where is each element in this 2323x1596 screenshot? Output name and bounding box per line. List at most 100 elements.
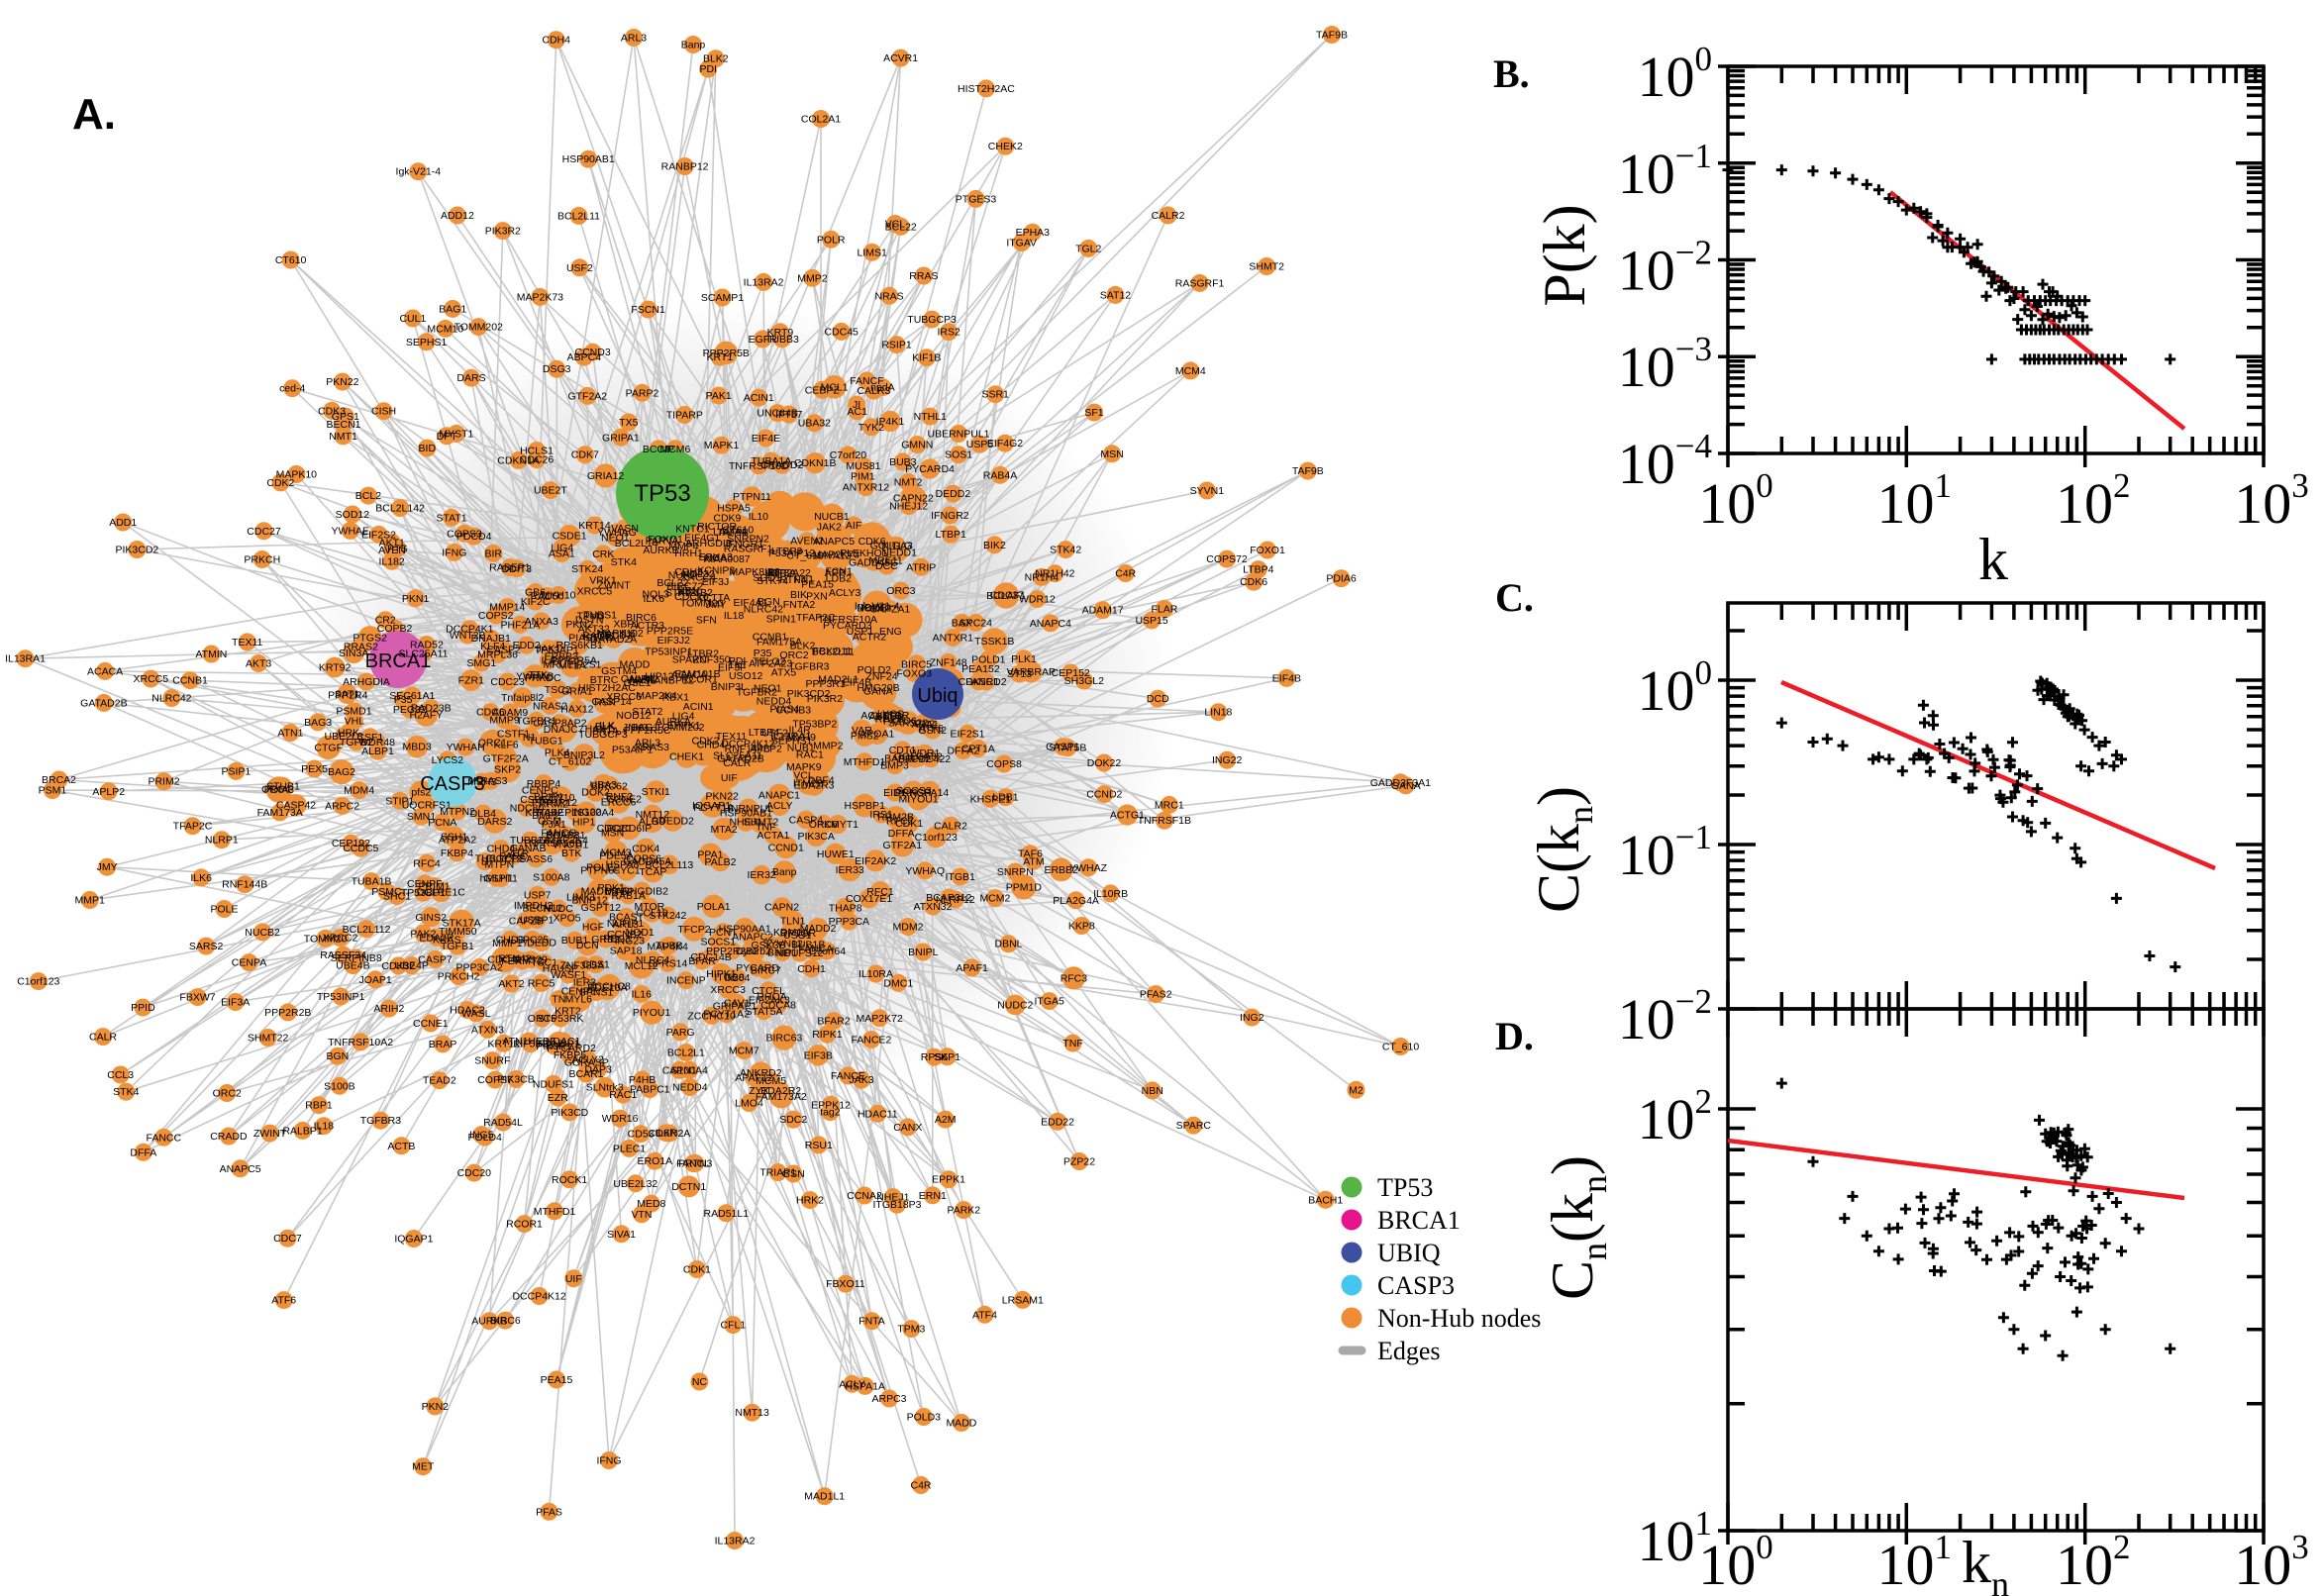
svg-text:CDK1: CDK1 (895, 818, 923, 830)
svg-text:PIK3R2: PIK3R2 (485, 226, 521, 238)
svg-text:Igk-V21-4: Igk-V21-4 (396, 166, 442, 178)
svg-text:LTBP4: LTBP4 (1243, 564, 1273, 576)
svg-text:PEX5: PEX5 (301, 763, 328, 775)
svg-text:POLA1: POLA1 (697, 901, 731, 913)
svg-text:HSPBP1: HSPBP1 (844, 800, 885, 812)
svg-text:RBP1: RBP1 (305, 1100, 333, 1112)
svg-text:FANCC: FANCC (147, 1132, 182, 1144)
svg-text:ZWINT: ZWINT (597, 580, 631, 592)
svg-text:BLK2: BLK2 (703, 53, 729, 65)
svg-text:CAPN2: CAPN2 (764, 902, 799, 914)
svg-text:SFRS14: SFRS14 (649, 957, 688, 969)
svg-text:MAPK1: MAPK1 (704, 440, 740, 451)
svg-text:SPC25: SPC25 (516, 934, 549, 946)
svg-text:ACTG1: ACTG1 (1110, 810, 1145, 822)
svg-text:NMT12: NMT12 (636, 809, 670, 821)
svg-text:ZNF385A: ZNF385A (559, 960, 604, 972)
svg-text:TP53: TP53 (1377, 1173, 1433, 1202)
svg-text:C.: C. (1495, 575, 1534, 620)
svg-text:TGFBR3: TGFBR3 (360, 1115, 402, 1127)
svg-text:APAF1: APAF1 (956, 962, 988, 974)
svg-text:TNFRSF10A2: TNFRSF10A2 (328, 1037, 393, 1048)
svg-text:CCDC5: CCDC5 (343, 843, 378, 854)
svg-text:PDE5A: PDE5A (599, 850, 633, 862)
svg-text:APLP2: APLP2 (92, 786, 125, 798)
svg-text:KLF6: KLF6 (494, 740, 519, 751)
svg-text:RAD54L: RAD54L (483, 1117, 523, 1129)
svg-text:XRCC2: XRCC2 (323, 933, 358, 945)
svg-text:COX17E1: COX17E1 (846, 893, 892, 905)
svg-text:SLNtrk3: SLNtrk3 (586, 1082, 624, 1094)
svg-text:SSR1: SSR1 (981, 389, 1009, 401)
svg-text:ALBP1: ALBP1 (361, 746, 394, 757)
svg-text:MAPK10: MAPK10 (276, 469, 318, 481)
svg-text:TFCP2: TFCP2 (677, 924, 710, 936)
svg-text:RANBP12: RANBP12 (661, 161, 709, 173)
svg-text:TAF6: TAF6 (1018, 848, 1043, 860)
svg-text:npdA: npdA (870, 382, 895, 394)
svg-text:PEA15: PEA15 (541, 1374, 573, 1386)
svg-text:EIF3J: EIF3J (702, 576, 729, 588)
svg-text:POLE: POLE (210, 904, 238, 916)
svg-text:POLD3: POLD3 (907, 1412, 942, 1424)
svg-text:PSIP1: PSIP1 (222, 765, 252, 777)
svg-text:HSP90AB1: HSP90AB1 (562, 153, 615, 165)
svg-text:BIRC6: BIRC6 (626, 612, 656, 624)
svg-text:MSN: MSN (1100, 449, 1123, 460)
svg-text:CDC27: CDC27 (247, 526, 281, 538)
svg-text:XRCC3: XRCC3 (710, 984, 746, 996)
svg-text:ACVR1: ACVR1 (883, 52, 918, 64)
svg-text:CCNB1: CCNB1 (753, 631, 788, 643)
svg-text:CDC20: CDC20 (457, 1167, 492, 1179)
svg-text:PKN22: PKN22 (326, 376, 358, 388)
svg-text:MCM2: MCM2 (979, 893, 1010, 905)
svg-text:RAD52: RAD52 (410, 640, 444, 651)
svg-text:ERBB2: ERBB2 (1044, 864, 1078, 876)
svg-text:SEPHS1: SEPHS1 (406, 337, 448, 349)
svg-text:AURKB: AURKB (643, 545, 678, 556)
svg-text:LYCS2: LYCS2 (432, 754, 464, 766)
svg-text:NR1H42: NR1H42 (1035, 568, 1074, 580)
svg-text:MAD1L1: MAD1L1 (804, 1491, 845, 1503)
svg-text:PARP2: PARP2 (626, 387, 659, 399)
svg-text:BIRC63: BIRC63 (766, 1033, 803, 1045)
svg-text:STAT5B: STAT5B (1049, 743, 1086, 754)
svg-text:CDKN2A: CDKN2A (649, 1128, 691, 1140)
svg-text:CDC14B: CDC14B (690, 951, 731, 963)
svg-text:ACACA: ACACA (671, 669, 707, 681)
svg-text:FNTA: FNTA (858, 1316, 885, 1328)
svg-text:ACLY: ACLY (766, 800, 793, 812)
svg-text:NEDD4: NEDD4 (672, 1082, 708, 1094)
svg-text:BCL2L11: BCL2L11 (812, 647, 855, 658)
svg-text:DFFA: DFFA (130, 1147, 156, 1158)
svg-text:IL4: IL4 (541, 655, 556, 667)
svg-text:PAK2: PAK2 (410, 928, 436, 940)
svg-text:IL10: IL10 (749, 511, 769, 523)
svg-text:NMT2: NMT2 (894, 477, 923, 489)
svg-text:TSC2: TSC2 (545, 684, 571, 696)
svg-text:TAF9B: TAF9B (1316, 30, 1348, 42)
svg-text:BRCA1: BRCA1 (1377, 1206, 1461, 1235)
svg-text:VCL: VCL (793, 770, 814, 782)
svg-text:C7orf20: C7orf20 (830, 449, 867, 461)
svg-text:STK17A: STK17A (443, 917, 481, 929)
svg-text:ITGB1: ITGB1 (946, 871, 976, 883)
svg-text:PDK1: PDK1 (597, 882, 625, 894)
svg-text:Banp: Banp (772, 866, 797, 878)
svg-text:MDM2: MDM2 (893, 922, 924, 934)
svg-text:ST13: ST13 (1007, 668, 1032, 680)
svg-text:NUCB2: NUCB2 (245, 927, 280, 939)
svg-text:SOS1: SOS1 (945, 449, 972, 461)
svg-text:ANXA3: ANXA3 (525, 616, 559, 628)
svg-text:CASP4: CASP4 (789, 815, 824, 827)
svg-text:PKN2: PKN2 (565, 619, 593, 631)
svg-text:ACIN1: ACIN1 (683, 701, 714, 713)
svg-text:ATP2A2: ATP2A2 (439, 835, 476, 847)
svg-text:MMP1: MMP1 (75, 895, 105, 907)
svg-text:ANTXR12: ANTXR12 (843, 482, 889, 494)
svg-text:COPS7: COPS7 (477, 1074, 513, 1086)
svg-text:YWHAQ: YWHAQ (905, 865, 945, 877)
svg-text:CDK6: CDK6 (858, 536, 886, 548)
svg-text:MSN: MSN (601, 827, 624, 839)
svg-text:CISH: CISH (371, 406, 396, 418)
